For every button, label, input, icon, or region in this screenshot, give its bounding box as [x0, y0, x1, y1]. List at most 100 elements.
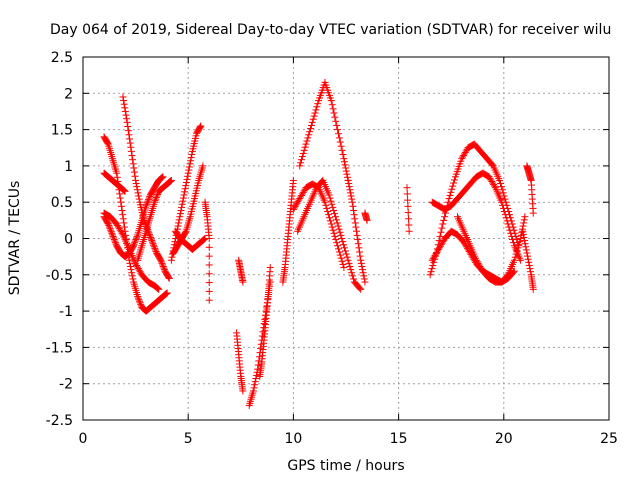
data-point — [135, 192, 143, 200]
data-point — [347, 189, 355, 197]
data-point — [342, 167, 350, 175]
data-point — [179, 194, 187, 202]
data-point — [132, 236, 140, 244]
data-point — [472, 256, 480, 264]
data-point — [299, 188, 307, 196]
data-point — [121, 107, 129, 115]
data-point — [152, 194, 160, 202]
data-point — [509, 268, 517, 276]
data-point — [162, 290, 170, 298]
data-point — [526, 265, 534, 273]
data-point — [108, 231, 116, 239]
data-point — [205, 287, 213, 295]
data-point — [147, 233, 155, 241]
data-point — [516, 238, 524, 246]
data-point — [158, 173, 166, 181]
data-point — [345, 180, 353, 188]
data-point — [327, 97, 335, 105]
data-point — [120, 223, 128, 231]
data-point — [121, 104, 129, 112]
data-point — [403, 184, 411, 192]
data-point — [519, 230, 527, 238]
data-point — [297, 159, 305, 167]
data-point — [298, 153, 306, 161]
data-point — [175, 219, 183, 227]
data-point — [343, 170, 351, 178]
data-point — [177, 206, 185, 214]
data-point — [335, 248, 343, 256]
data-point — [146, 232, 154, 240]
data-point — [326, 217, 334, 225]
data-point — [129, 275, 137, 283]
data-point — [505, 223, 513, 231]
data-point — [338, 146, 346, 154]
data-point — [159, 263, 167, 271]
data-point — [327, 220, 335, 228]
data-point — [346, 263, 354, 271]
data-point — [166, 177, 174, 185]
data-point — [165, 274, 173, 282]
data-point — [334, 222, 342, 230]
data-point — [292, 201, 300, 209]
y-tick-label: 0.5 — [51, 195, 73, 211]
data-point — [120, 100, 128, 108]
data-point — [522, 246, 530, 254]
data-point — [127, 143, 135, 151]
data-point — [128, 272, 136, 280]
data-point — [249, 387, 257, 395]
data-point — [525, 261, 533, 269]
data-point — [525, 258, 533, 266]
data-point — [137, 300, 145, 308]
data-point — [129, 242, 137, 250]
data-point — [328, 200, 336, 208]
data-point — [145, 194, 153, 202]
data-point — [130, 240, 138, 248]
data-point — [404, 196, 412, 204]
data-point — [428, 265, 436, 273]
data-point — [120, 186, 128, 194]
data-point — [297, 193, 305, 201]
data-point — [504, 220, 512, 228]
data-point — [199, 236, 207, 244]
data-point — [300, 187, 308, 195]
data-point — [115, 225, 123, 233]
chart-title: Day 064 of 2019, Sidereal Day-to-day VTE… — [50, 22, 611, 38]
data-point — [154, 190, 162, 198]
data-point — [133, 232, 141, 240]
data-point — [527, 268, 535, 276]
data-point — [148, 237, 156, 245]
data-point — [145, 230, 153, 238]
data-point — [117, 202, 125, 210]
data-point — [133, 263, 141, 271]
data-point — [335, 134, 343, 142]
data-point — [154, 284, 162, 292]
data-point — [328, 223, 336, 231]
data-point — [121, 187, 129, 195]
data-point — [299, 149, 307, 157]
data-point — [184, 172, 192, 180]
x-tick-label: 20 — [495, 431, 513, 447]
data-point — [145, 196, 153, 204]
data-point — [403, 190, 411, 198]
data-point — [307, 125, 315, 133]
data-point — [520, 233, 528, 241]
data-point — [344, 176, 352, 184]
data-point — [116, 190, 124, 198]
data-point — [289, 205, 297, 213]
data-point — [126, 259, 134, 267]
data-point — [334, 130, 342, 138]
data-point — [133, 186, 141, 194]
data-point — [133, 261, 141, 269]
data-point — [348, 198, 356, 206]
data-point — [462, 147, 470, 155]
data-point — [335, 225, 343, 233]
data-point — [517, 235, 525, 242]
data-point — [507, 229, 515, 237]
data-point — [200, 236, 208, 244]
data-point — [142, 202, 150, 210]
data-point — [131, 237, 139, 245]
data-point — [340, 155, 348, 163]
data-point — [433, 249, 441, 257]
data-point — [451, 176, 459, 184]
data-point — [334, 242, 342, 250]
